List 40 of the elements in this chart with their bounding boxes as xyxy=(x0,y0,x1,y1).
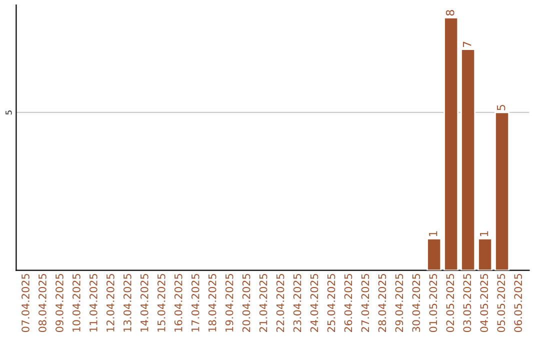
x-tick-label: 27.04.2025 xyxy=(361,274,370,332)
x-tick-label: 28.04.2025 xyxy=(378,274,386,332)
x-tick-label: 11.04.2025 xyxy=(89,274,98,332)
x-tick-label: 07.04.2025 xyxy=(22,274,30,332)
x-tick-label: 09.04.2025 xyxy=(56,274,64,332)
x-tick-label: 06.05.2025 xyxy=(514,274,522,332)
x-tick-label: 25.04.2025 xyxy=(327,274,336,332)
x-tick-label: 14.04.2025 xyxy=(140,274,148,332)
x-tick-label: 29.04.2025 xyxy=(395,274,404,332)
x-tick-label: 01.05.2025 xyxy=(429,274,438,332)
x-tick-label: 05.05.2025 xyxy=(497,274,506,332)
data-label: 5 xyxy=(496,104,506,110)
data-label: 8 xyxy=(446,10,454,16)
data-label: 7 xyxy=(463,42,472,47)
x-tick-label: 22.04.2025 xyxy=(276,274,284,332)
bar xyxy=(478,238,493,270)
bar xyxy=(444,17,459,270)
x-tick-label: 19.04.2025 xyxy=(225,274,234,332)
x-tick-label: 21.04.2025 xyxy=(259,274,268,332)
data-label: 1 xyxy=(480,231,488,236)
bar xyxy=(426,238,442,270)
x-tick-label: 24.04.2025 xyxy=(310,274,318,332)
data-label: 1 xyxy=(429,231,438,236)
x-tick-label: 20.04.2025 xyxy=(242,274,250,332)
x-tick-label: 16.04.2025 xyxy=(174,274,182,332)
x-tick-label: 18.04.2025 xyxy=(208,274,216,332)
x-tick-label: 23.04.2025 xyxy=(293,274,302,332)
x-tick-label: 17.04.2025 xyxy=(191,274,200,332)
x-tick-label: 02.05.2025 xyxy=(446,274,454,332)
x-tick-label: 04.05.2025 xyxy=(480,274,488,332)
x-tick-label: 26.04.2025 xyxy=(344,274,352,332)
bar xyxy=(460,48,476,270)
bar xyxy=(494,112,510,270)
x-tick-label: 12.04.2025 xyxy=(106,274,114,332)
x-tick-label: 08.04.2025 xyxy=(38,274,46,332)
x-tick-label: 30.04.2025 xyxy=(412,274,420,332)
x-tick-label: 03.05.2025 xyxy=(463,274,472,332)
x-tick-label: 10.04.2025 xyxy=(72,274,80,332)
x-tick-label: 13.04.2025 xyxy=(123,274,132,332)
x-tick-label: 15.04.2025 xyxy=(157,274,166,332)
